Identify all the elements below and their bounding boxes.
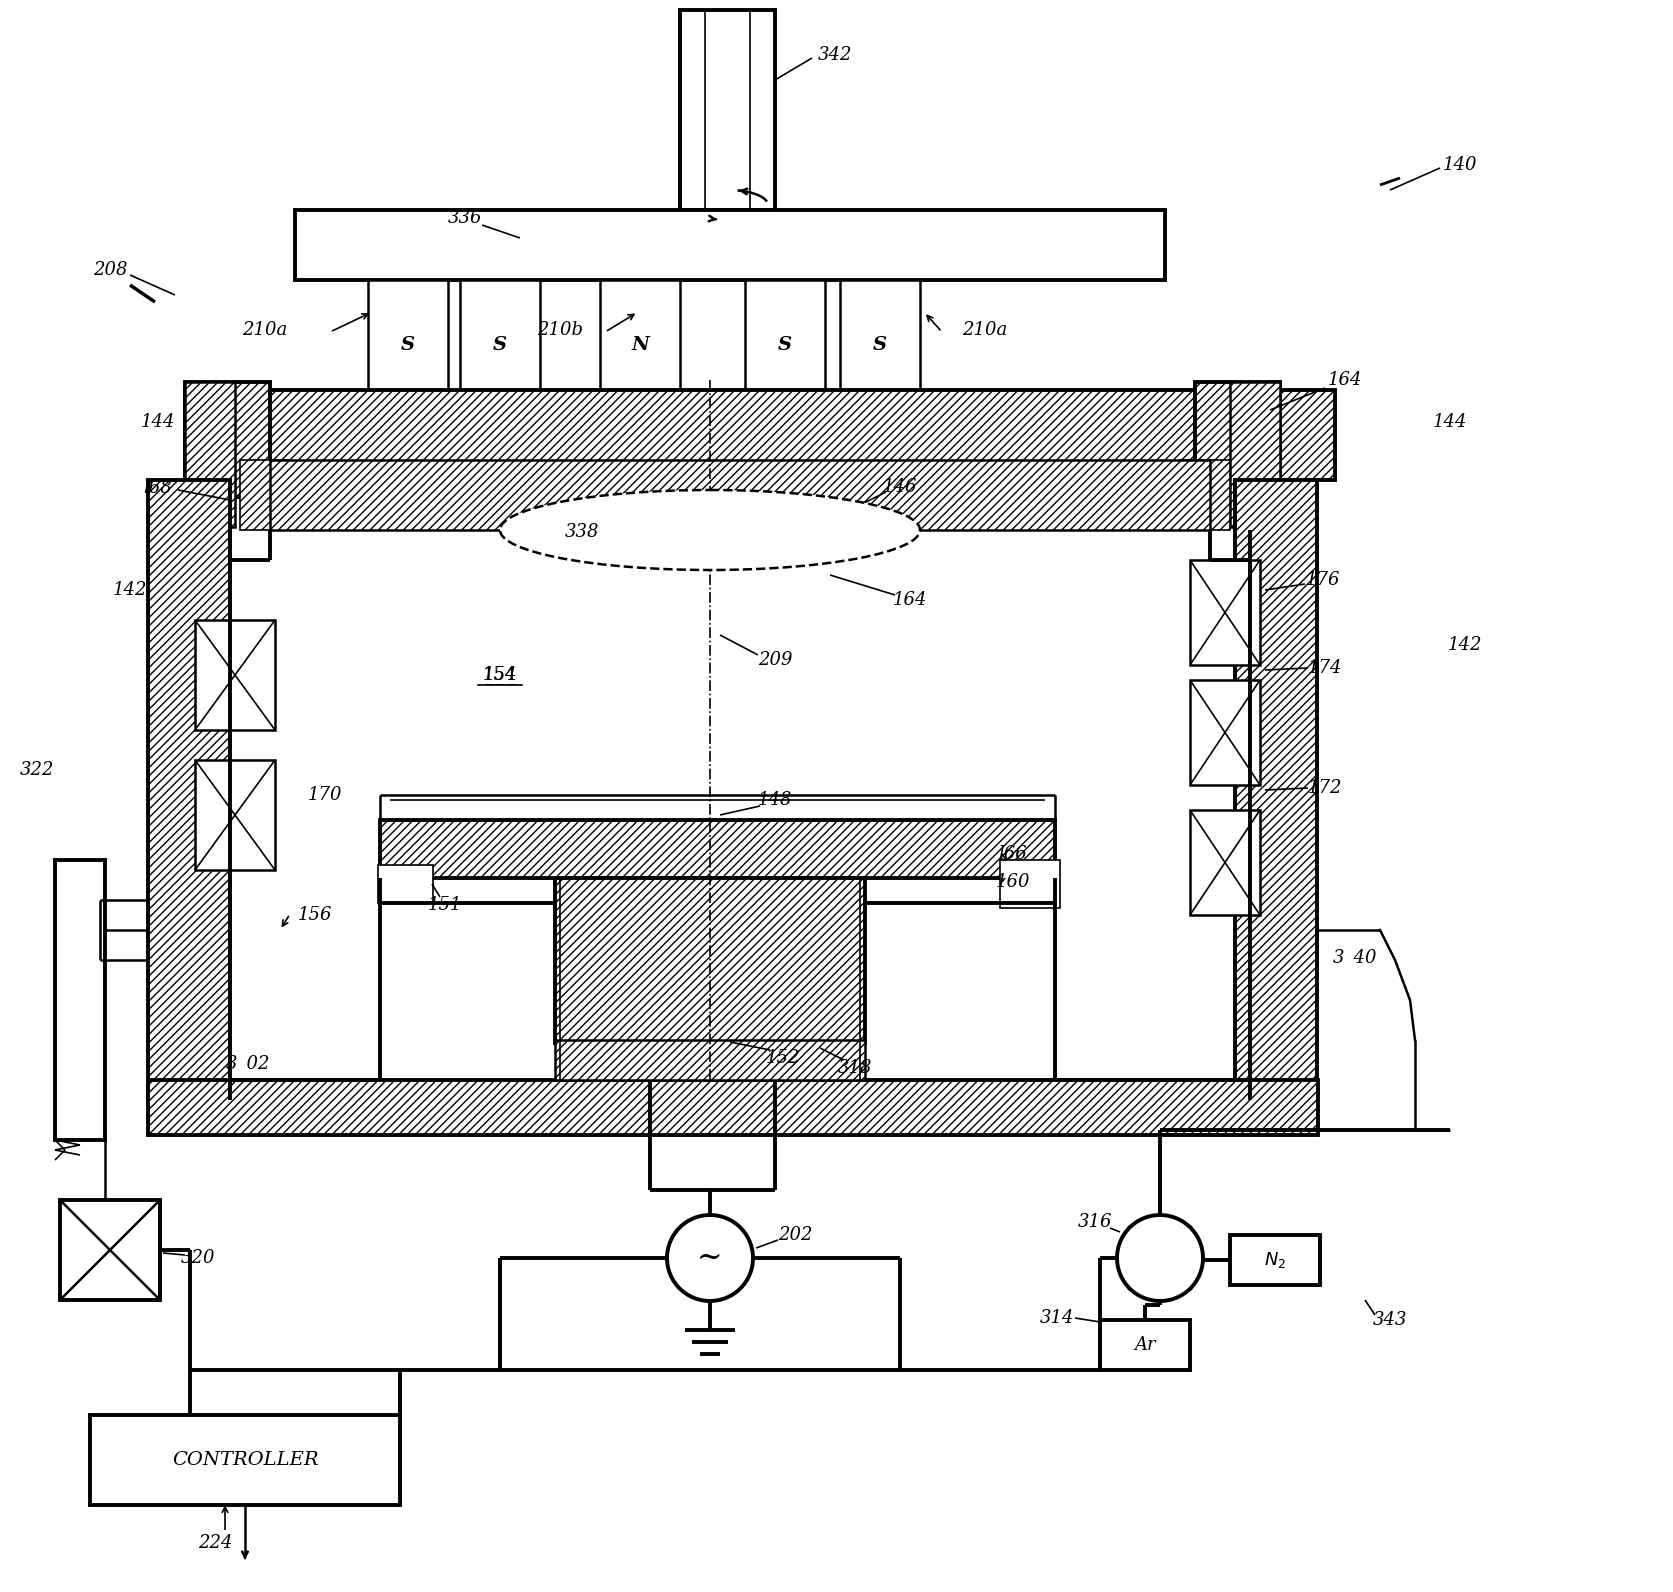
Bar: [60, 1200, 161, 1301]
Bar: [1190, 680, 1260, 785]
Text: 172: 172: [1308, 778, 1342, 798]
Bar: [239, 460, 289, 530]
Bar: [1235, 481, 1317, 1100]
Bar: [186, 382, 234, 527]
Bar: [460, 280, 540, 411]
Text: 146: 146: [883, 478, 917, 497]
Text: ~: ~: [698, 1242, 723, 1274]
Text: $N_2$: $N_2$: [1263, 1250, 1287, 1270]
Bar: [601, 280, 679, 411]
Text: CONTROLLER: CONTROLLER: [172, 1450, 318, 1469]
Text: l66: l66: [999, 845, 1027, 863]
Text: Ar: Ar: [1134, 1336, 1156, 1355]
Text: 164: 164: [893, 591, 927, 610]
Bar: [679, 10, 775, 210]
Bar: [1230, 382, 1280, 527]
Bar: [294, 210, 1164, 280]
Text: 318: 318: [838, 1059, 872, 1078]
Bar: [368, 280, 448, 411]
Text: 210a: 210a: [243, 322, 288, 339]
Bar: [1190, 560, 1260, 665]
Bar: [90, 1415, 400, 1504]
Text: 154: 154: [483, 665, 517, 685]
Text: 1̲5̲4̲: 1̲5̲4̲: [483, 665, 517, 685]
Text: 314: 314: [1039, 1309, 1074, 1328]
Text: 151: 151: [428, 896, 462, 914]
Text: l68: l68: [144, 479, 172, 497]
Text: 164: 164: [1328, 371, 1362, 388]
Text: 210b: 210b: [537, 322, 582, 339]
Text: S: S: [778, 336, 791, 353]
Bar: [196, 759, 274, 869]
Text: 316: 316: [1077, 1213, 1113, 1231]
Bar: [1000, 860, 1061, 907]
Bar: [840, 280, 920, 411]
Bar: [147, 1079, 1318, 1135]
Bar: [380, 820, 1056, 879]
Bar: [1230, 1235, 1320, 1285]
Text: 3 40: 3 40: [1333, 949, 1377, 966]
Text: 210a: 210a: [962, 322, 1007, 339]
Text: 208: 208: [92, 261, 127, 279]
Text: S: S: [494, 336, 507, 353]
Bar: [1195, 382, 1280, 497]
Bar: [1190, 810, 1260, 915]
Text: 142: 142: [112, 581, 147, 599]
Bar: [55, 860, 105, 1140]
Bar: [378, 864, 433, 903]
Text: S: S: [402, 336, 415, 353]
Text: 140: 140: [1442, 156, 1477, 174]
Text: S: S: [873, 336, 887, 353]
Text: 336: 336: [448, 209, 482, 228]
Bar: [186, 390, 1335, 481]
Bar: [1002, 864, 1057, 903]
Text: 209: 209: [758, 651, 793, 669]
Text: 144: 144: [1432, 412, 1467, 431]
Text: 148: 148: [758, 791, 793, 809]
Text: N: N: [631, 336, 649, 353]
Circle shape: [1118, 1215, 1203, 1301]
Text: 202: 202: [778, 1226, 813, 1243]
Ellipse shape: [500, 490, 920, 570]
Text: 342: 342: [818, 46, 852, 64]
Bar: [1179, 460, 1230, 530]
Bar: [555, 1040, 865, 1079]
Bar: [555, 879, 865, 1043]
Text: 170: 170: [308, 786, 343, 804]
Text: 160: 160: [995, 872, 1031, 892]
Text: 156: 156: [298, 906, 333, 923]
Bar: [269, 460, 1210, 530]
Circle shape: [668, 1215, 753, 1301]
Text: 343: 343: [1374, 1310, 1407, 1329]
Text: 144: 144: [141, 412, 176, 431]
Text: 224: 224: [197, 1535, 233, 1552]
Text: 152: 152: [766, 1049, 800, 1067]
Text: 142: 142: [1447, 635, 1482, 654]
Text: 338: 338: [565, 524, 599, 541]
Bar: [1101, 1320, 1190, 1371]
Text: 320: 320: [181, 1250, 216, 1267]
Text: 3 02: 3 02: [226, 1055, 269, 1073]
Bar: [147, 481, 229, 1100]
Bar: [744, 280, 825, 411]
Bar: [196, 619, 274, 731]
Text: 322: 322: [20, 761, 54, 778]
Bar: [186, 382, 269, 497]
Text: 174: 174: [1308, 659, 1342, 677]
Text: 176: 176: [1305, 572, 1340, 589]
